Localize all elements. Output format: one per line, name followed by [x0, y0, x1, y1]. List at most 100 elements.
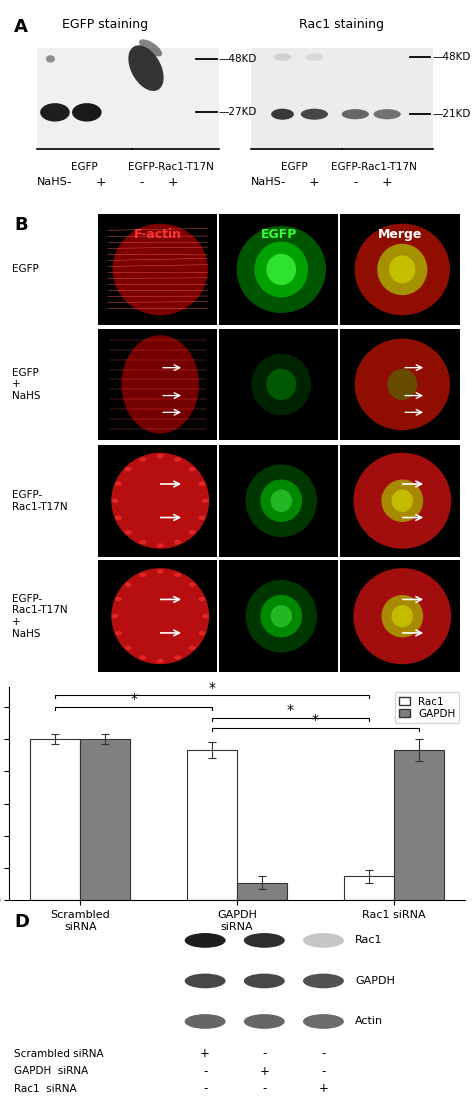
Ellipse shape — [125, 646, 132, 650]
Ellipse shape — [244, 974, 285, 988]
Ellipse shape — [111, 499, 118, 503]
Ellipse shape — [303, 933, 344, 948]
Text: +: + — [309, 176, 319, 189]
Ellipse shape — [273, 53, 292, 61]
Text: EGFP-
Rac1-T17N
+
NaHS: EGFP- Rac1-T17N + NaHS — [12, 594, 67, 638]
Ellipse shape — [139, 457, 146, 461]
Ellipse shape — [303, 1015, 344, 1029]
Text: NaHS: NaHS — [37, 178, 67, 188]
Ellipse shape — [185, 1015, 226, 1029]
Text: -: - — [139, 176, 144, 189]
Ellipse shape — [125, 582, 132, 587]
Text: GAPDH  siRNA: GAPDH siRNA — [14, 1066, 88, 1076]
Ellipse shape — [377, 244, 428, 295]
Ellipse shape — [156, 543, 164, 548]
Ellipse shape — [125, 467, 132, 471]
Ellipse shape — [156, 659, 164, 664]
Text: Actin: Actin — [356, 1017, 383, 1027]
Ellipse shape — [260, 595, 302, 637]
Ellipse shape — [40, 103, 70, 121]
Ellipse shape — [115, 516, 122, 520]
Ellipse shape — [185, 933, 226, 948]
Ellipse shape — [185, 974, 226, 988]
Ellipse shape — [389, 255, 415, 284]
Text: EGFP: EGFP — [12, 265, 38, 275]
Bar — [251, 47, 433, 149]
Text: -: - — [353, 176, 357, 189]
Text: Scrambled siRNA: Scrambled siRNA — [14, 1049, 104, 1059]
Bar — [37, 47, 219, 149]
Ellipse shape — [255, 242, 308, 297]
Ellipse shape — [139, 40, 162, 56]
Text: -: - — [203, 1082, 207, 1095]
Ellipse shape — [199, 481, 206, 486]
Ellipse shape — [174, 655, 181, 660]
Text: *: * — [209, 681, 215, 694]
Ellipse shape — [271, 489, 292, 512]
Text: —48KD: —48KD — [433, 52, 471, 62]
Ellipse shape — [156, 570, 164, 574]
Ellipse shape — [111, 569, 209, 665]
Text: —48KD: —48KD — [219, 54, 257, 64]
Ellipse shape — [115, 481, 122, 486]
Text: Merge: Merge — [378, 227, 422, 241]
Text: -: - — [262, 1048, 266, 1060]
Text: NaHS: NaHS — [251, 178, 282, 188]
Ellipse shape — [139, 573, 146, 577]
Ellipse shape — [342, 109, 369, 119]
Ellipse shape — [354, 453, 451, 549]
Text: EGFP
+
NaHS: EGFP + NaHS — [12, 368, 40, 401]
Ellipse shape — [301, 108, 328, 119]
Ellipse shape — [189, 646, 196, 650]
Legend: Rac1, GAPDH: Rac1, GAPDH — [395, 692, 459, 723]
Ellipse shape — [251, 353, 311, 415]
Ellipse shape — [355, 224, 450, 316]
Text: +: + — [95, 176, 106, 189]
Ellipse shape — [271, 605, 292, 627]
Bar — [340, 445, 459, 556]
Text: *: * — [312, 713, 319, 728]
Text: EGFP-Rac1-T17N: EGFP-Rac1-T17N — [128, 162, 214, 172]
Text: *: * — [130, 692, 137, 707]
Text: EGFP-
Rac1-T17N: EGFP- Rac1-T17N — [12, 490, 67, 511]
Text: A: A — [14, 19, 28, 36]
Ellipse shape — [189, 467, 196, 471]
Ellipse shape — [111, 453, 209, 549]
Bar — [187, 751, 237, 901]
Text: +: + — [168, 176, 179, 189]
Ellipse shape — [139, 540, 146, 544]
Ellipse shape — [72, 103, 101, 121]
Ellipse shape — [246, 580, 317, 652]
Bar — [98, 561, 218, 672]
Text: Rac1  siRNA: Rac1 siRNA — [14, 1084, 77, 1094]
Text: -: - — [321, 1048, 326, 1060]
Text: EGFP: EGFP — [261, 227, 297, 241]
Ellipse shape — [374, 109, 401, 119]
Bar — [80, 739, 130, 901]
Bar — [237, 883, 287, 901]
Ellipse shape — [303, 974, 344, 988]
Text: EGFP staining: EGFP staining — [62, 19, 148, 31]
Bar — [219, 213, 338, 326]
Bar — [219, 329, 338, 440]
Ellipse shape — [189, 530, 196, 534]
Ellipse shape — [387, 369, 417, 400]
Ellipse shape — [125, 530, 132, 534]
Text: -: - — [321, 1064, 326, 1078]
Text: +: + — [382, 176, 392, 189]
Bar — [30, 739, 80, 901]
Text: -: - — [203, 1064, 207, 1078]
Ellipse shape — [244, 1015, 285, 1029]
Bar — [98, 445, 218, 556]
Ellipse shape — [156, 454, 164, 458]
Ellipse shape — [189, 582, 196, 587]
Bar — [219, 445, 338, 556]
Ellipse shape — [305, 53, 323, 61]
Bar — [340, 213, 459, 326]
Text: EGFP: EGFP — [281, 162, 307, 172]
Text: F-actin: F-actin — [134, 227, 182, 241]
Text: *: * — [287, 703, 294, 718]
Ellipse shape — [202, 614, 209, 618]
Text: B: B — [14, 216, 27, 234]
Ellipse shape — [392, 605, 413, 627]
